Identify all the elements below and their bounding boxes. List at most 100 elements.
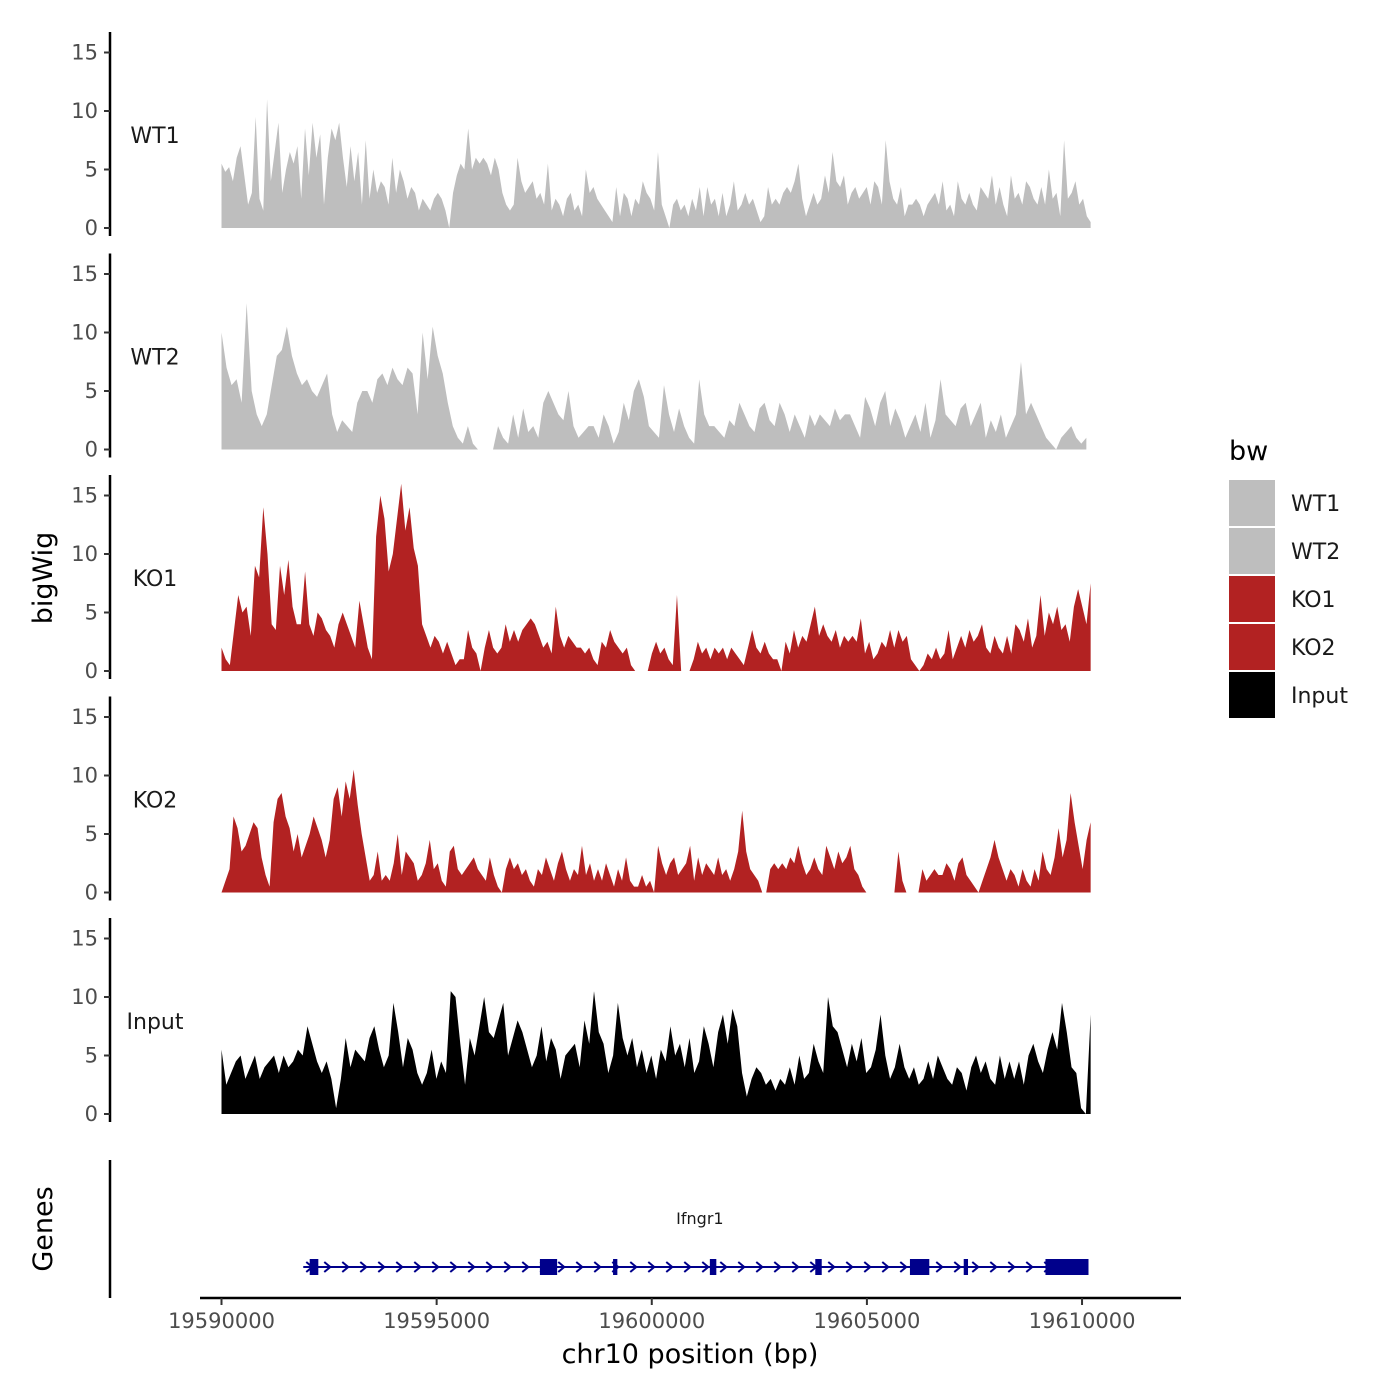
track-wt2: 0 5 10 15 WT2 <box>71 253 1087 462</box>
y-axis-title: bigWig <box>28 532 59 625</box>
coverage-area-wt1 <box>221 99 1091 228</box>
y-tick-label: 0 <box>85 881 98 905</box>
exon <box>1045 1259 1089 1275</box>
strand-arrow <box>971 1261 980 1273</box>
y-tick-label: 0 <box>85 659 98 683</box>
exon <box>909 1259 930 1275</box>
coverage-area-ko2 <box>221 769 1091 893</box>
coverage-tracks: 0 5 10 15 WT1 0 5 10 15 WT2 0 5 10 15 KO1 0 5 10 15 KO2 0 5 10… <box>71 32 1091 1126</box>
y-tick-label: 0 <box>85 438 98 462</box>
track-label: WT2 <box>130 346 179 371</box>
x-tick-label: 19600000 <box>598 1309 705 1333</box>
exon <box>963 1259 969 1275</box>
exon <box>709 1259 717 1275</box>
strand-arrow <box>359 1261 368 1273</box>
legend-label: Input <box>1291 684 1348 709</box>
strand-arrow <box>521 1261 530 1273</box>
strand-arrow <box>323 1261 332 1273</box>
legend-swatch <box>1229 576 1275 622</box>
strand-arrow <box>1007 1261 1016 1273</box>
strand-arrow <box>1025 1261 1034 1273</box>
legend: bw WT1 WT2 KO1 KO2 Input <box>1229 436 1348 718</box>
y-tick-label: 5 <box>85 601 98 625</box>
y-tick-label: 5 <box>85 1044 98 1068</box>
strand-arrow <box>953 1261 962 1273</box>
gene-ifngr1: Ifngr1 <box>303 1209 1089 1275</box>
strand-arrow <box>341 1261 350 1273</box>
strand-arrow <box>557 1261 566 1273</box>
strand-arrow <box>755 1261 764 1273</box>
legend-entry-wt2: WT2 <box>1229 528 1340 574</box>
track-ko2: 0 5 10 15 KO2 <box>71 696 1091 905</box>
track-ko1: 0 5 10 15 KO1 <box>71 475 1091 683</box>
legend-swatch <box>1229 624 1275 670</box>
exon <box>539 1259 558 1275</box>
y-tick-label: 0 <box>85 1102 98 1126</box>
y-tick-label: 5 <box>85 379 98 403</box>
x-tick-label: 19605000 <box>813 1309 920 1333</box>
track-input: 0 5 10 15 Input <box>71 918 1091 1126</box>
strand-arrow <box>575 1261 584 1273</box>
legend-entry-ko1: KO1 <box>1229 576 1336 622</box>
y-tick-label: 15 <box>71 41 98 65</box>
legend-entry-wt1: WT1 <box>1229 480 1340 526</box>
x-axis: 19590000 19595000 19600000 19605000 19610000 <box>168 1296 1181 1333</box>
strand-arrow <box>431 1261 440 1273</box>
strand-arrow <box>395 1261 404 1273</box>
strand-arrow <box>863 1261 872 1273</box>
strand-arrow <box>629 1261 638 1273</box>
strand-arrow <box>593 1261 602 1273</box>
genes-panel-title: Genes <box>28 1186 59 1271</box>
y-tick-label: 10 <box>71 764 98 788</box>
y-tick-label: 5 <box>85 822 98 846</box>
track-label: KO1 <box>133 567 178 592</box>
strand-arrow <box>467 1261 476 1273</box>
strand-arrow <box>377 1261 386 1273</box>
strand-arrow <box>485 1261 494 1273</box>
y-tick-label: 10 <box>71 542 98 566</box>
x-axis-title: chr10 position (bp) <box>562 1339 819 1370</box>
strand-arrow <box>899 1261 908 1273</box>
coverage-area-wt2 <box>221 303 1087 450</box>
genes-panel: Ifngr1 <box>108 1160 1089 1298</box>
y-tick-label: 15 <box>71 484 98 508</box>
strand-arrow <box>647 1261 656 1273</box>
exon <box>613 1259 618 1275</box>
legend-label: KO2 <box>1291 636 1336 661</box>
strand-arrow <box>665 1261 674 1273</box>
strand-arrow <box>503 1261 512 1273</box>
legend-swatch <box>1229 528 1275 574</box>
gene-label: Ifngr1 <box>676 1209 723 1228</box>
exon <box>309 1259 319 1275</box>
track-label: Input <box>127 1010 184 1035</box>
strand-arrow <box>701 1261 710 1273</box>
legend-label: WT2 <box>1291 540 1340 565</box>
y-tick-label: 0 <box>85 216 98 240</box>
strand-arrow <box>791 1261 800 1273</box>
track-wt1: 0 5 10 15 WT1 <box>71 32 1091 240</box>
strand-arrow <box>881 1261 890 1273</box>
coverage-area-input <box>221 991 1091 1114</box>
y-tick-label: 15 <box>71 705 98 729</box>
x-tick-label: 19610000 <box>1029 1309 1136 1333</box>
exon <box>815 1259 822 1275</box>
y-tick-label: 15 <box>71 927 98 951</box>
y-tick-label: 10 <box>71 985 98 1009</box>
strand-arrow <box>845 1261 854 1273</box>
x-tick-label: 19590000 <box>168 1309 275 1333</box>
legend-swatch <box>1229 480 1275 526</box>
y-tick-label: 5 <box>85 158 98 182</box>
track-label: WT1 <box>130 124 179 149</box>
legend-entry-ko2: KO2 <box>1229 624 1336 670</box>
strand-arrow <box>989 1261 998 1273</box>
legend-swatch <box>1229 672 1275 718</box>
coverage-area-ko1 <box>221 483 1091 671</box>
strand-arrow <box>683 1261 692 1273</box>
y-tick-label: 10 <box>71 321 98 345</box>
strand-arrow <box>719 1261 728 1273</box>
strand-arrow <box>773 1261 782 1273</box>
legend-title: bw <box>1229 436 1268 467</box>
strand-arrow <box>449 1261 458 1273</box>
legend-label: KO1 <box>1291 588 1336 613</box>
